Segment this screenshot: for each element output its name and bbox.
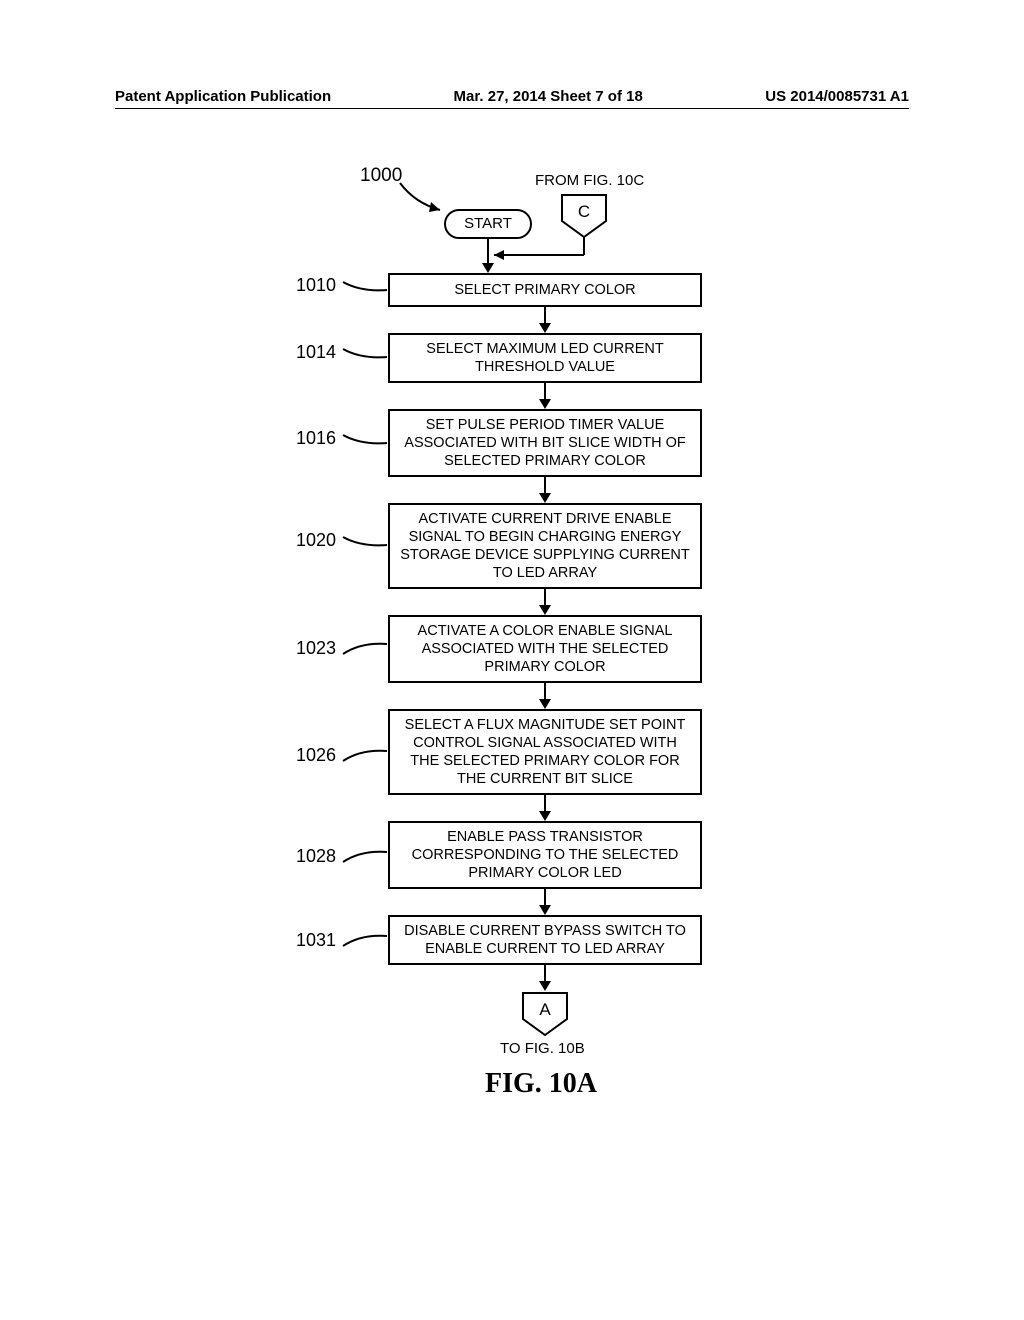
- start-terminator: START: [444, 209, 532, 239]
- step-1016-label: 1016: [296, 428, 336, 449]
- leader-1026: [341, 745, 389, 765]
- step-1020-box: ACTIVATE CURRENT DRIVE ENABLE SIGNAL TO …: [388, 503, 702, 589]
- from-fig-10c-label: FROM FIG. 10C: [535, 172, 644, 189]
- flowchart-diagram: 1000 FROM FIG. 10C C START SELECT PRIMAR…: [0, 0, 1024, 1320]
- leader-1031: [341, 930, 389, 950]
- connector-c-line: [488, 237, 588, 269]
- leader-1020: [341, 535, 389, 551]
- step-1020-label: 1020: [296, 530, 336, 551]
- step-1026-box: SELECT A FLUX MAGNITUDE SET POINT CONTRO…: [388, 709, 702, 795]
- step-1031-label: 1031: [296, 930, 336, 951]
- connector-c: C: [560, 193, 610, 241]
- step-1014-label: 1014: [296, 342, 336, 363]
- arrow-1026-1028: [541, 795, 551, 821]
- leader-1016: [341, 433, 389, 449]
- connector-a: A: [521, 991, 571, 1039]
- arrow-start-1010: [484, 239, 494, 273]
- step-1010-box: SELECT PRIMARY COLOR: [388, 273, 702, 307]
- arrow-1031-a: [541, 965, 551, 991]
- leader-1023: [341, 638, 389, 658]
- to-fig-10b-label: TO FIG. 10B: [500, 1040, 585, 1057]
- step-1031-box: DISABLE CURRENT BYPASS SWITCH TO ENABLE …: [388, 915, 702, 965]
- arrow-1010-1014: [541, 307, 551, 333]
- arrow-1014-1016: [541, 383, 551, 409]
- step-1023-box: ACTIVATE A COLOR ENABLE SIGNAL ASSOCIATE…: [388, 615, 702, 683]
- step-1028-label: 1028: [296, 846, 336, 867]
- arrow-1020-1023: [541, 589, 551, 615]
- ref-1000-arrow: [395, 178, 455, 218]
- arrow-1028-1031: [541, 889, 551, 915]
- arrow-1016-1020: [541, 477, 551, 503]
- step-1016-box: SET PULSE PERIOD TIMER VALUE ASSOCIATED …: [388, 409, 702, 477]
- step-1023-label: 1023: [296, 638, 336, 659]
- step-1028-box: ENABLE PASS TRANSISTOR CORRESPONDING TO …: [388, 821, 702, 889]
- step-1010-label: 1010: [296, 275, 336, 296]
- step-1014-box: SELECT MAXIMUM LED CURRENT THRESHOLD VAL…: [388, 333, 702, 383]
- svg-text:A: A: [539, 1000, 551, 1019]
- arrow-1023-1026: [541, 683, 551, 709]
- figure-caption: FIG. 10A: [485, 1068, 597, 1100]
- svg-text:C: C: [578, 202, 590, 221]
- leader-1028: [341, 846, 389, 866]
- leader-1010: [341, 280, 389, 296]
- step-1026-label: 1026: [296, 745, 336, 766]
- leader-1014: [341, 347, 389, 363]
